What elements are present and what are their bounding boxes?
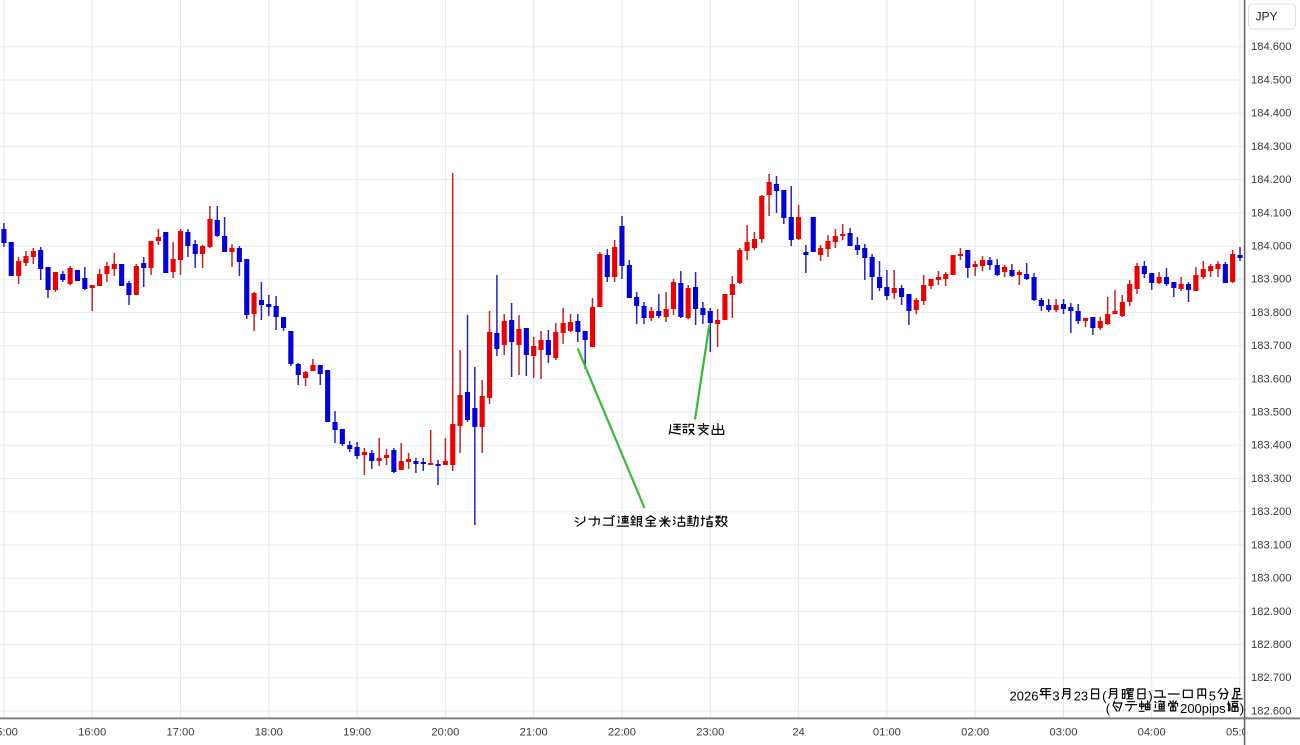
svg-text:184.300: 184.300 bbox=[1251, 141, 1292, 153]
svg-text:183.100: 183.100 bbox=[1251, 539, 1292, 551]
svg-text:184.600: 184.600 bbox=[1251, 41, 1292, 53]
svg-text:17:00: 17:00 bbox=[167, 727, 195, 739]
svg-text:2026: 2026 bbox=[1010, 688, 1039, 703]
svg-text:01:00: 01:00 bbox=[873, 727, 901, 739]
svg-text:15:00: 15:00 bbox=[0, 727, 18, 739]
svg-text:183.700: 183.700 bbox=[1251, 340, 1292, 352]
svg-text:23: 23 bbox=[1074, 688, 1088, 703]
svg-text:JPY: JPY bbox=[1255, 10, 1277, 24]
svg-text:183.400: 183.400 bbox=[1251, 440, 1292, 452]
svg-text:21:00: 21:00 bbox=[520, 727, 548, 739]
svg-text:16:00: 16:00 bbox=[78, 727, 106, 739]
svg-text:184.500: 184.500 bbox=[1251, 74, 1292, 86]
svg-text:24: 24 bbox=[792, 727, 804, 739]
svg-text:183.900: 183.900 bbox=[1251, 274, 1292, 286]
svg-text:183.300: 183.300 bbox=[1251, 473, 1292, 485]
svg-text:183.200: 183.200 bbox=[1251, 506, 1292, 518]
svg-text:183.500: 183.500 bbox=[1251, 407, 1292, 419]
svg-text:02:00: 02:00 bbox=[961, 727, 989, 739]
svg-text:182.700: 182.700 bbox=[1251, 672, 1292, 684]
svg-text:184.200: 184.200 bbox=[1251, 174, 1292, 186]
svg-text:184.100: 184.100 bbox=[1251, 207, 1292, 219]
svg-text:183.800: 183.800 bbox=[1251, 307, 1292, 319]
svg-text:): ) bbox=[1148, 688, 1152, 703]
svg-text:183.000: 183.000 bbox=[1251, 573, 1292, 585]
svg-text:20:00: 20:00 bbox=[431, 727, 459, 739]
svg-text:03:00: 03:00 bbox=[1050, 727, 1078, 739]
svg-text:183.600: 183.600 bbox=[1251, 373, 1292, 385]
svg-text:05:00: 05:00 bbox=[1226, 727, 1254, 739]
svg-text:182.600: 182.600 bbox=[1251, 705, 1292, 717]
svg-text:(: ( bbox=[1102, 688, 1107, 703]
svg-text:182.900: 182.900 bbox=[1251, 606, 1292, 618]
svg-text:5: 5 bbox=[1209, 688, 1216, 703]
svg-text:184.400: 184.400 bbox=[1251, 108, 1292, 120]
svg-text:23:00: 23:00 bbox=[696, 727, 724, 739]
svg-text:04:00: 04:00 bbox=[1138, 727, 1166, 739]
svg-text:182.800: 182.800 bbox=[1251, 639, 1292, 651]
svg-text:200pips: 200pips bbox=[1180, 701, 1226, 716]
svg-text:(: ( bbox=[1106, 701, 1111, 716]
svg-text:18:00: 18:00 bbox=[255, 727, 283, 739]
svg-text:3: 3 bbox=[1052, 688, 1059, 703]
svg-text:184.000: 184.000 bbox=[1251, 241, 1292, 253]
svg-text:19:00: 19:00 bbox=[343, 727, 371, 739]
svg-text:22:00: 22:00 bbox=[608, 727, 636, 739]
svg-text:): ) bbox=[1240, 701, 1244, 716]
